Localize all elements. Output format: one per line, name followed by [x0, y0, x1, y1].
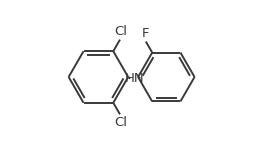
Text: Cl: Cl: [114, 25, 127, 38]
Text: F: F: [142, 27, 150, 40]
Text: HN: HN: [125, 72, 145, 85]
Text: Cl: Cl: [114, 116, 127, 129]
